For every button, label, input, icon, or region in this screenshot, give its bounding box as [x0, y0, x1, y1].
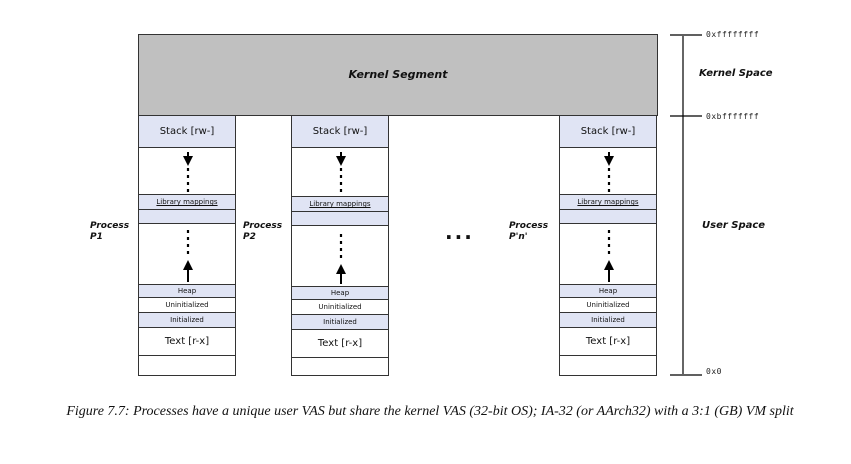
process-p2-vas: Stack [rw-] Library mappings Heap Uninit… — [291, 116, 389, 376]
stack-segment: Stack [rw-] — [560, 116, 656, 148]
uninitialized-segment: Uninitialized — [292, 300, 388, 315]
text-segment: Text [r-x] — [560, 328, 656, 356]
address-split: 0xbfffffff — [706, 112, 760, 121]
library-mappings-segment: Library mappings — [292, 196, 388, 212]
kernel-space-label: Kernel Space — [699, 68, 773, 79]
heap-segment: Heap — [292, 286, 388, 300]
library-gap-segment — [139, 210, 235, 224]
user-space-label: User Space — [702, 220, 766, 231]
heap-segment: Heap — [139, 284, 235, 298]
text-segment: Text [r-x] — [139, 328, 235, 356]
stack-down-arrow-icon — [183, 156, 193, 166]
library-gap-segment — [560, 210, 656, 224]
kernel-segment-label: Kernel Segment — [348, 68, 448, 81]
heap-up-arrow-icon — [604, 260, 614, 270]
heap-segment: Heap — [560, 284, 656, 298]
library-mappings-segment: Library mappings — [560, 194, 656, 210]
stack-down-arrow-icon — [336, 156, 346, 166]
library-mappings-segment: Library mappings — [139, 194, 235, 210]
process-label-p2: Process P2 — [243, 221, 283, 242]
stack-segment: Stack [rw-] — [139, 116, 235, 148]
initialized-segment: Initialized — [139, 313, 235, 328]
process-label-p1: Process P1 — [90, 221, 130, 242]
library-gap-segment — [292, 212, 388, 226]
initialized-segment: Initialized — [292, 315, 388, 330]
stack-segment: Stack [rw-] — [292, 116, 388, 148]
ellipsis: ... — [445, 220, 474, 244]
process-label-pn: Process P'n' — [509, 221, 549, 242]
figure-caption: Figure 7.7: Processes have a unique user… — [66, 404, 794, 419]
initialized-segment: Initialized — [560, 313, 656, 328]
address-bottom: 0x0 — [706, 367, 722, 376]
kernel-segment: Kernel Segment — [138, 34, 658, 116]
address-top: 0xffffffff — [706, 30, 760, 39]
text-segment: Text [r-x] — [292, 330, 388, 358]
uninitialized-segment: Uninitialized — [560, 298, 656, 313]
heap-up-arrow-icon — [336, 264, 346, 274]
uninitialized-segment: Uninitialized — [139, 298, 235, 313]
stack-down-arrow-icon — [604, 156, 614, 166]
heap-up-arrow-icon — [183, 260, 193, 270]
process-pn-vas: Stack [rw-] Library mappings Heap Uninit… — [559, 116, 657, 376]
process-p1-vas: Stack [rw-] Library mappings Heap Uninit… — [138, 116, 236, 376]
